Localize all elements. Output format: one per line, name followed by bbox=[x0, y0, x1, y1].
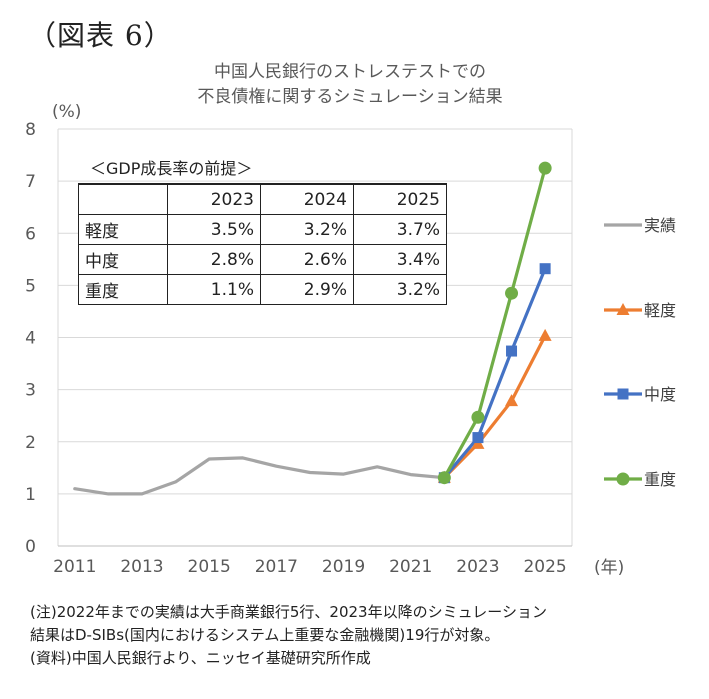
data-point bbox=[505, 394, 519, 407]
table-row-label: 軽度 bbox=[78, 214, 168, 245]
table-cell: 3.5% bbox=[167, 214, 261, 245]
series-line-3 bbox=[442, 166, 547, 480]
data-point bbox=[437, 471, 451, 485]
x-tick-label: 2023 bbox=[456, 557, 499, 577]
y-tick-label: 6 bbox=[25, 224, 36, 244]
y-tick-label: 8 bbox=[25, 120, 36, 140]
chart-title-line-2: 不良債権に関するシミュレーション結果 bbox=[197, 87, 503, 107]
table-row: 中度 2.8% 2.6% 3.4% bbox=[78, 244, 447, 275]
y-tick-label: 1 bbox=[25, 485, 36, 505]
table-cell: 2.6% bbox=[260, 244, 354, 275]
y-tick-label: 3 bbox=[25, 381, 36, 401]
gdp-assumption-table: 2023 2024 2025 軽度 3.5% 3.2% 3.7% 中度 2.8%… bbox=[78, 183, 447, 305]
table-cell: 3.7% bbox=[353, 214, 447, 245]
x-tick-label: 2021 bbox=[389, 557, 432, 577]
y-axis-unit: (%) bbox=[52, 102, 81, 122]
table-cell: 3.4% bbox=[353, 244, 447, 275]
y-tick-label: 0 bbox=[25, 537, 36, 557]
data-point bbox=[538, 328, 552, 341]
data-point bbox=[538, 161, 552, 175]
note-line-1: (注)2022年までの実績は大手商業銀行5行、2023年以降のシミュレーション bbox=[30, 603, 547, 621]
data-point bbox=[539, 263, 551, 275]
gdp-assumption-box: ＜GDP成長率の前提＞ 2023 2024 2025 軽度 3.5% 3.2% … bbox=[78, 155, 447, 305]
data-point bbox=[471, 410, 485, 424]
table-header-cell: 2024 bbox=[260, 183, 354, 215]
gdp-assumption-caption: ＜GDP成長率の前提＞ bbox=[90, 159, 253, 178]
table-header-cell: 2023 bbox=[167, 183, 261, 215]
chart-title-line-1: 中国人民銀行のストレステストでの bbox=[214, 62, 486, 82]
legend-marker bbox=[616, 472, 630, 486]
x-axis-unit: (年) bbox=[594, 558, 624, 578]
figure-label: （図表 6） bbox=[28, 19, 173, 52]
series-line-2 bbox=[442, 267, 547, 480]
x-tick-label: 2025 bbox=[523, 557, 566, 577]
x-tick-label: 2017 bbox=[255, 557, 298, 577]
legend-label: 実績 bbox=[644, 216, 676, 235]
source-line: (資料)中国人民銀行より、ニッセイ基礎研究所作成 bbox=[30, 649, 371, 667]
table-cell: 1.1% bbox=[167, 274, 261, 305]
table-header-cell: 2025 bbox=[353, 183, 447, 215]
note-line-2: 結果はD-SIBs(国内におけるシステム上重要な金融機関)19行が対象。 bbox=[30, 626, 500, 644]
data-point bbox=[505, 286, 519, 300]
x-tick-label: 2011 bbox=[53, 557, 96, 577]
table-corner-cell bbox=[78, 183, 168, 215]
x-tick-label: 2013 bbox=[120, 557, 163, 577]
table-row: 軽度 3.5% 3.2% 3.7% bbox=[78, 214, 447, 245]
chart-title: 中国人民銀行のストレステストでの 不良債権に関するシミュレーション結果 bbox=[150, 60, 550, 110]
table-row-label: 中度 bbox=[78, 244, 168, 275]
y-tick-label: 4 bbox=[25, 329, 36, 349]
legend-label: 中度 bbox=[644, 385, 676, 404]
x-tick-label: 2015 bbox=[188, 557, 231, 577]
table-cell: 3.2% bbox=[353, 274, 447, 305]
line-chart: 0 1 2 3 4 5 6 7 8 (%) 2011 2013 2015 2017 2019 2021 2023… bbox=[25, 102, 676, 578]
table-row-label: 重度 bbox=[78, 274, 168, 305]
table-row: 重度 1.1% 2.9% 3.2% bbox=[78, 274, 447, 305]
chart-notes: (注)2022年までの実績は大手商業銀行5行、2023年以降のシミュレーション … bbox=[30, 601, 547, 670]
legend-label: 軽度 bbox=[644, 301, 676, 320]
table-cell: 2.9% bbox=[260, 274, 354, 305]
data-point bbox=[506, 345, 518, 357]
legend-marker bbox=[616, 303, 630, 315]
y-tick-label: 2 bbox=[25, 433, 36, 453]
y-tick-label: 5 bbox=[25, 276, 36, 296]
series-line-0 bbox=[73, 456, 446, 496]
table-header-row: 2023 2024 2025 bbox=[78, 183, 447, 215]
table-cell: 3.2% bbox=[260, 214, 354, 245]
x-tick-label: 2019 bbox=[322, 557, 365, 577]
series-line-1 bbox=[442, 334, 547, 480]
legend-marker bbox=[617, 388, 629, 400]
data-point bbox=[472, 432, 484, 444]
table-cell: 2.8% bbox=[167, 244, 261, 275]
y-tick-label: 7 bbox=[25, 172, 36, 192]
legend-label: 重度 bbox=[644, 470, 676, 489]
